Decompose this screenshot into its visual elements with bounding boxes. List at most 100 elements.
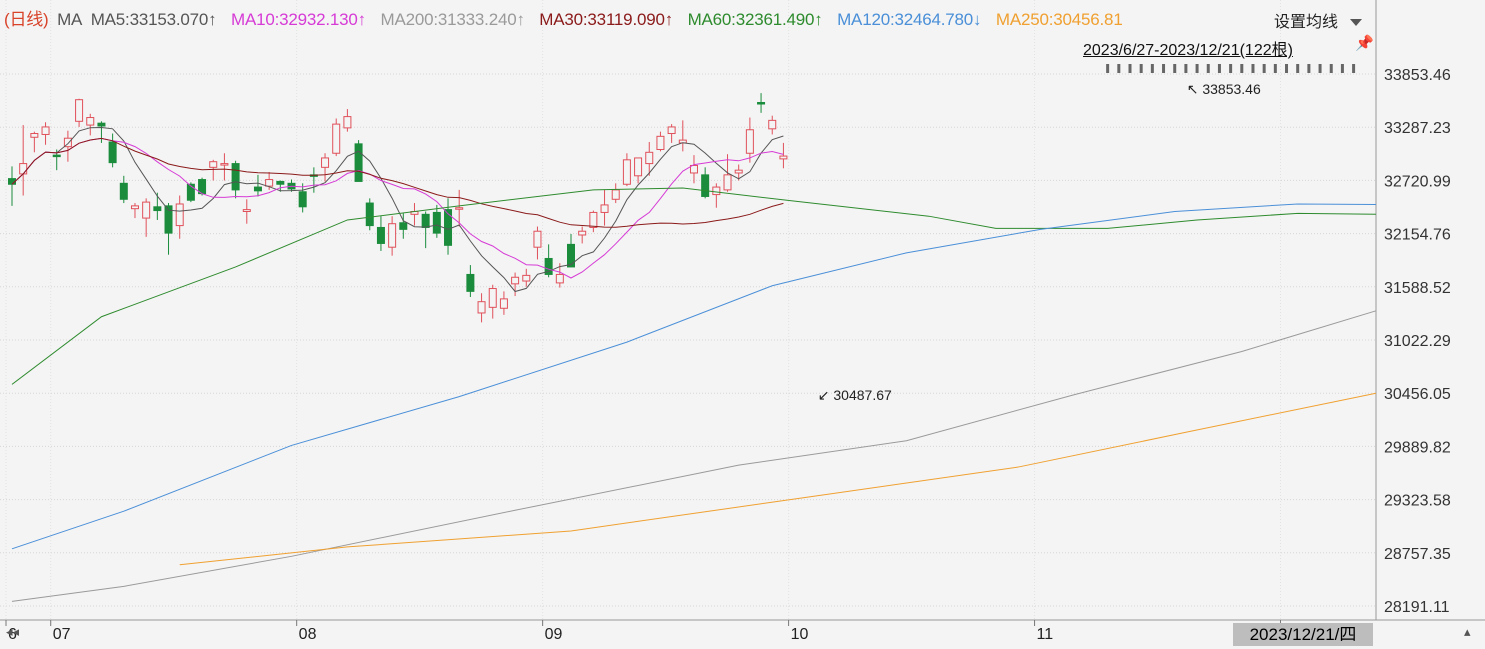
- candle-body: [376, 226, 385, 244]
- y-tick-label: 29323.58: [1384, 493, 1451, 510]
- candle-body: [611, 189, 620, 200]
- candle-body: [75, 99, 84, 122]
- legend-ma60: MA60:32361.490↑: [687, 10, 823, 29]
- candle-body: [689, 164, 698, 174]
- x-tick-label: 07: [53, 626, 71, 643]
- candle-body: [499, 298, 508, 309]
- candle-body: [30, 133, 39, 138]
- range-marker: [1273, 64, 1277, 73]
- candle-body: [388, 223, 397, 248]
- candle-body: [175, 203, 184, 227]
- y-tick-label: 28191.11: [1384, 599, 1450, 616]
- candle-body: [667, 126, 676, 135]
- extreme-value-label: ↖ 33853.46: [1187, 81, 1261, 97]
- candle-body: [567, 243, 575, 268]
- y-tick-label: 33853.46: [1384, 67, 1451, 84]
- range-marker: [1240, 64, 1244, 73]
- candle-body: [432, 211, 441, 234]
- range-marker: [1195, 64, 1199, 73]
- candle-body: [399, 222, 408, 230]
- candle-body: [544, 257, 553, 275]
- candle-body: [108, 141, 117, 164]
- x-tick-label: 10: [791, 626, 809, 643]
- candle-body: [712, 186, 721, 196]
- range-marker: [1217, 64, 1221, 73]
- candle-body: [600, 204, 609, 213]
- legend-ma200: MA200:31333.240↑: [380, 10, 525, 29]
- y-tick-label: 32720.99: [1384, 173, 1451, 190]
- candle-body: [511, 276, 520, 285]
- y-tick-label: 31022.29: [1384, 333, 1451, 350]
- y-tick-label: 31588.52: [1384, 280, 1451, 297]
- candle-body: [645, 151, 654, 165]
- ma200-line: [11, 310, 1377, 602]
- candle-body: [19, 163, 28, 175]
- candle-body: [276, 180, 285, 185]
- scroll-right-icon[interactable]: ▴: [1464, 624, 1471, 639]
- candle-body: [220, 163, 229, 166]
- candle-body: [779, 155, 788, 160]
- y-tick-label: 30456.05: [1384, 386, 1451, 403]
- range-marker: [1296, 64, 1300, 73]
- candle-body: [52, 154, 61, 158]
- candle-body: [466, 273, 475, 292]
- y-tick-label: 32154.76: [1384, 227, 1451, 244]
- candle-body: [555, 273, 564, 284]
- range-marker: [1318, 64, 1322, 73]
- range-marker: [1117, 64, 1121, 73]
- candle-body: [253, 186, 262, 192]
- candle-body: [242, 209, 251, 212]
- legend-ma5: MA5:33153.070↑: [90, 10, 217, 29]
- scroll-left-icon[interactable]: ◂◂: [6, 624, 20, 639]
- legend-ma30: MA30:33119.090↑: [539, 10, 674, 29]
- candle-body: [265, 179, 274, 187]
- range-marker: [1106, 64, 1110, 73]
- y-tick-label: 28757.35: [1384, 546, 1451, 563]
- candle-body: [86, 117, 95, 126]
- candle-body: [97, 122, 106, 127]
- candle-body: [723, 174, 732, 191]
- x-tick-label: 11: [1037, 626, 1054, 643]
- candle-body: [153, 206, 162, 212]
- candle-body: [209, 161, 218, 168]
- candle-body: [634, 157, 643, 177]
- x-tick-label: 08: [299, 626, 317, 643]
- pushpin-icon[interactable]: 📌: [1355, 35, 1374, 52]
- range-marker: [1352, 64, 1356, 73]
- range-marker: [1150, 64, 1154, 73]
- crosshair-date-badge: 2023/12/21/四: [1233, 623, 1373, 646]
- ma-legend: (日线) MA MA5:33153.070↑ MA10:32932.130↑ M…: [4, 5, 1133, 30]
- candle-body: [701, 174, 710, 197]
- chevron-down-icon: [1350, 19, 1363, 27]
- range-marker: [1251, 64, 1255, 73]
- x-tick-label: 6: [8, 626, 17, 643]
- candle-body: [734, 169, 743, 174]
- ma-settings-button[interactable]: 设置均线: [1274, 8, 1363, 32]
- candle-body: [578, 230, 587, 236]
- ma10-line: [11, 137, 784, 279]
- ma120-line: [11, 203, 1376, 550]
- candle-body: [365, 202, 374, 227]
- range-marker: [1229, 64, 1233, 73]
- candle-body: [622, 159, 631, 185]
- candle-body: [164, 205, 173, 234]
- ma5-line: [11, 126, 784, 293]
- candle-body: [745, 129, 754, 154]
- candle-body: [231, 163, 240, 191]
- x-tick-label: 09: [545, 626, 563, 643]
- range-marker: [1184, 64, 1188, 73]
- range-marker: [1206, 64, 1210, 73]
- legend-ma120: MA120:32464.780↓: [837, 10, 982, 29]
- candle-body: [41, 126, 50, 135]
- date-range-label[interactable]: 2023/6/27-2023/12/21(122根): [1083, 42, 1293, 59]
- legend-ma250: MA250:30456.81: [995, 10, 1123, 29]
- candle-body: [455, 207, 464, 210]
- range-marker: [1340, 64, 1344, 73]
- legend-period: (日线): [4, 10, 49, 29]
- ma-settings-label: 设置均线: [1274, 14, 1339, 31]
- legend-ma-label: MA: [57, 10, 83, 29]
- range-marker: [1307, 64, 1311, 73]
- candle-body: [332, 123, 341, 154]
- candle-body: [119, 182, 128, 200]
